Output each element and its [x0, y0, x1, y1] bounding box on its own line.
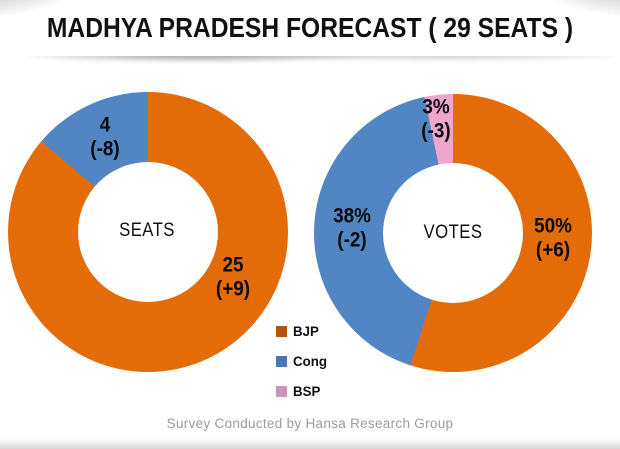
legend-label-bjp: BJP — [293, 323, 319, 339]
seats-donut-hole — [78, 162, 218, 302]
votes-bjp-change: (+6) — [535, 238, 571, 261]
votes-cong-label: 38% (-2) — [333, 204, 371, 251]
legend-item-bjp: BJP — [276, 322, 329, 340]
legend-label-cong: Cong — [293, 353, 327, 369]
seats-cong-value: 4 — [99, 113, 111, 137]
banner-shadow — [6, 54, 614, 74]
survey-credit: Survey Conducted by Hansa Research Group — [166, 416, 454, 431]
votes-donut-hole — [383, 163, 523, 303]
votes-cong-value: 38% — [333, 204, 371, 228]
seats-bjp-change: (+9) — [215, 277, 251, 300]
votes-bjp-value: 50% — [534, 214, 572, 238]
seats-cong-change: (-8) — [90, 137, 120, 160]
legend-item-bsp: BSP — [276, 382, 329, 400]
votes-center-label: VOTES — [423, 222, 483, 243]
legend: BJP Cong BSP — [276, 322, 329, 412]
title-banner: MADHYA PRADESH FORECAST ( 29 SEATS ) — [0, 0, 620, 56]
seats-donut-chart: SEATS 4 (-8) 25 (+9) — [8, 92, 288, 372]
votes-donut-chart: VOTES 3% (-3) 38% (-2) 50% (+6) — [314, 94, 592, 372]
votes-cong-change: (-2) — [337, 228, 367, 251]
bottom-shadow — [0, 438, 620, 449]
page-title: MADHYA PRADESH FORECAST ( 29 SEATS ) — [46, 12, 574, 43]
bsp-swatch-icon — [276, 385, 287, 397]
votes-bjp-label: 50% (+6) — [534, 214, 572, 261]
votes-bsp-value: 3% — [422, 95, 450, 119]
bjp-swatch-icon — [276, 325, 287, 337]
legend-label-bsp: BSP — [293, 383, 321, 399]
seats-cong-label: 4 (-8) — [90, 113, 119, 160]
seats-center-label: SEATS — [119, 220, 175, 241]
cong-swatch-icon — [276, 355, 287, 367]
seats-bjp-value: 25 — [222, 253, 244, 277]
seats-bjp-label: 25 (+9) — [216, 253, 250, 300]
legend-item-cong: Cong — [276, 352, 329, 370]
votes-bsp-change: (-3) — [421, 119, 451, 142]
votes-bsp-label: 3% (-3) — [421, 95, 450, 142]
